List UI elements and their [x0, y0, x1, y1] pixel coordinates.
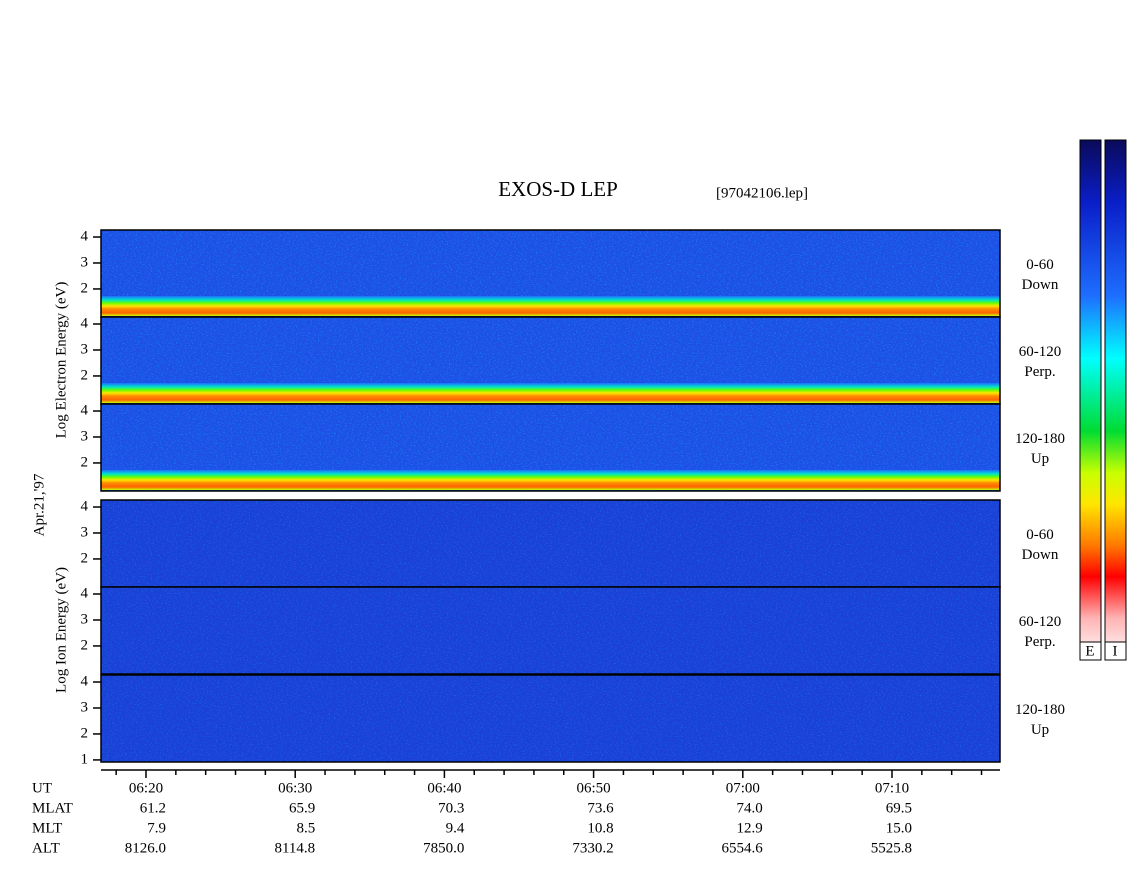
ephemeris-value: 06:20: [129, 780, 163, 796]
y-tick-label: 3: [81, 524, 89, 540]
angle-label: 0-60: [1026, 527, 1054, 543]
title: EXOS-D LEP: [498, 177, 618, 201]
ephemeris-value: 5525.8: [871, 840, 912, 856]
y-tick-label: 2: [81, 637, 89, 653]
electron-band: [101, 470, 1000, 490]
colorbar-label: I: [1113, 643, 1118, 659]
colorbar-label: E: [1085, 643, 1094, 659]
ephemeris-value: 06:40: [427, 780, 461, 796]
y-tick-label: 4: [81, 498, 89, 514]
colorbars: E I: [1079, 139, 1127, 661]
colorbar-electron: [1079, 139, 1102, 661]
ephemeris-value: 07:10: [875, 780, 909, 796]
angle-label: 120-180: [1015, 702, 1065, 718]
angle-label: 60-120: [1019, 614, 1062, 630]
y-tick-label: 4: [81, 585, 89, 601]
ephemeris-value: 7850.0: [423, 840, 464, 856]
angle-label: 60-120: [1019, 344, 1062, 360]
ephemeris-value: 15.0: [886, 820, 912, 836]
spectrogram-noise: [101, 587, 1000, 674]
direction-label: Up: [1031, 451, 1049, 467]
y-tick-label: 3: [81, 428, 89, 444]
electron-band: [101, 296, 1000, 316]
y-tick-label: 2: [81, 367, 89, 383]
ephemeris-label: MLT: [32, 820, 62, 836]
direction-label: Up: [1031, 722, 1049, 738]
ephemeris-value: 6554.6: [722, 840, 764, 856]
electron-band: [101, 383, 1000, 403]
ephemeris-value: 8114.8: [274, 840, 315, 856]
ephemeris-value: 8.5: [296, 820, 315, 836]
angle-label: 120-180: [1015, 431, 1065, 447]
colorbar-ion: [1104, 139, 1127, 661]
y-tick-label: 3: [81, 254, 89, 270]
ephemeris-value: 7330.2: [572, 840, 613, 856]
ion-axis-label: Log Ion Energy (eV): [53, 567, 69, 693]
y-tick-label: 4: [81, 402, 89, 418]
y-tick-label: 4: [81, 673, 89, 689]
y-tick-label: 2: [81, 454, 89, 470]
ephemeris-label: MLAT: [32, 800, 73, 816]
panel-frame: [100, 674, 1001, 763]
angle-label: 0-60: [1026, 257, 1054, 273]
file-name: [97042106.lep]: [716, 185, 808, 201]
ephemeris-value: 07:00: [726, 780, 760, 796]
y-tick-label: 1: [81, 751, 89, 767]
panel-frame: [100, 403, 1001, 492]
colorbar-label-box: [1104, 641, 1127, 661]
ephemeris-value: 9.4: [446, 820, 465, 836]
ephemeris-value: 12.9: [737, 820, 763, 836]
y-tick-label: 2: [81, 550, 89, 566]
ephemeris-value: 65.9: [289, 800, 315, 816]
y-tick-label: 4: [81, 315, 89, 331]
spectrogram-noise: [101, 500, 1000, 587]
y-tick-label: 2: [81, 280, 89, 296]
ephemeris-value: 74.0: [737, 800, 763, 816]
y-tick-label: 3: [81, 699, 89, 715]
date-label: Apr.21,'97: [31, 473, 47, 536]
ephemeris-value: 70.3: [438, 800, 464, 816]
ephemeris-label: ALT: [32, 840, 60, 856]
direction-label: Perp.: [1024, 364, 1055, 380]
y-tick-label: 3: [81, 611, 89, 627]
panel-frame: [100, 586, 1001, 675]
ephemeris-label: UT: [32, 780, 52, 796]
direction-label: Down: [1022, 277, 1059, 293]
ephemeris-value: 7.9: [147, 820, 166, 836]
ephemeris-value: 8126.0: [125, 840, 166, 856]
ephemeris-value: 73.6: [587, 800, 614, 816]
ephemeris-value: 69.5: [886, 800, 912, 816]
colorbar-label-box: [1079, 641, 1102, 661]
y-tick-label: 4: [81, 228, 89, 244]
direction-label: Down: [1022, 547, 1059, 563]
direction-label: Perp.: [1024, 634, 1055, 650]
y-tick-label: 2: [81, 725, 89, 741]
spectrogram-noise: [101, 675, 1000, 762]
ephemeris-value: 61.2: [140, 800, 166, 816]
electron-axis-label: Log Electron Energy (eV): [53, 282, 69, 439]
ephemeris-value: 06:50: [577, 780, 611, 796]
ephemeris-value: 06:30: [278, 780, 312, 796]
ephemeris-value: 10.8: [587, 820, 613, 836]
y-tick-label: 3: [81, 341, 89, 357]
